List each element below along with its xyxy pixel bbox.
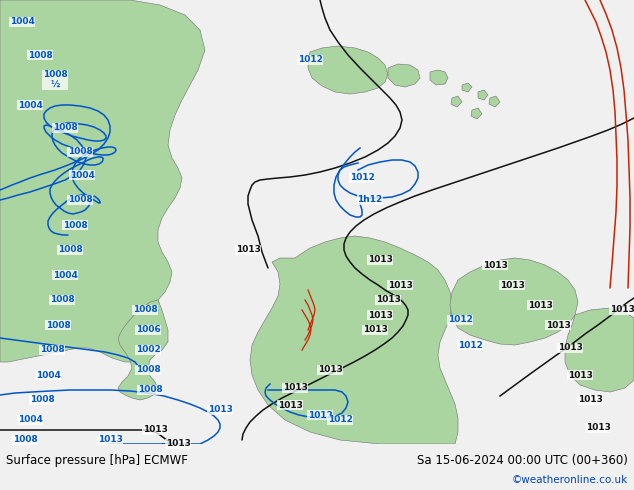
Text: 1008: 1008 [138,386,162,394]
Polygon shape [450,258,578,345]
Text: 1013: 1013 [557,343,583,352]
Text: 1013: 1013 [368,311,392,319]
Polygon shape [478,90,488,100]
Text: 1008: 1008 [13,436,37,444]
Polygon shape [388,64,420,87]
Text: 1013: 1013 [318,366,342,374]
Text: 1008: 1008 [46,320,70,329]
Text: 1006: 1006 [136,325,160,335]
Text: 1008: 1008 [63,220,87,229]
Text: 1008: 1008 [68,196,93,204]
Text: 1004: 1004 [36,370,60,379]
Text: 1013: 1013 [578,395,602,405]
Text: 1008: 1008 [30,395,55,405]
Text: 1013: 1013 [482,261,507,270]
Text: 1012: 1012 [458,341,482,349]
Text: 1013: 1013 [546,320,571,329]
Text: 1004: 1004 [53,270,77,279]
Text: 1008: 1008 [136,366,160,374]
Text: 1008: 1008 [39,345,65,354]
Text: 1008: 1008 [53,123,77,132]
Text: 1013: 1013 [143,425,167,435]
Text: 1004: 1004 [18,416,42,424]
Text: 1004: 1004 [70,171,94,179]
Text: 1013: 1013 [375,295,401,304]
Text: 1013: 1013 [586,423,611,433]
Text: ©weatheronline.co.uk: ©weatheronline.co.uk [512,475,628,485]
Text: 1008: 1008 [28,50,53,59]
Polygon shape [565,308,634,392]
Text: 1013: 1013 [387,280,413,290]
Polygon shape [471,108,482,119]
Text: 1012: 1012 [349,173,375,182]
Text: 1012: 1012 [297,55,323,65]
Text: 1013: 1013 [165,440,190,448]
Text: 1013: 1013 [363,325,387,335]
Text: 1013: 1013 [207,406,233,415]
Text: 1h12: 1h12 [358,196,383,204]
Text: 1004: 1004 [10,18,34,26]
Polygon shape [118,300,168,400]
Text: 1004: 1004 [18,100,42,109]
Text: 1012: 1012 [448,316,472,324]
Text: 1013: 1013 [609,305,634,315]
Text: 1013: 1013 [500,280,524,290]
Polygon shape [451,96,462,107]
Text: 1008: 1008 [49,295,74,304]
Text: 1013: 1013 [527,300,552,310]
Text: 1013: 1013 [278,400,302,410]
Text: 1013: 1013 [567,370,592,379]
Polygon shape [0,0,205,362]
Text: 1012: 1012 [328,416,353,424]
Text: 1008: 1008 [68,147,93,156]
Polygon shape [250,236,458,444]
Polygon shape [489,96,500,107]
Text: Sa 15-06-2024 00:00 UTC (00+360): Sa 15-06-2024 00:00 UTC (00+360) [417,454,628,466]
Text: 1008
½: 1008 ½ [42,70,67,90]
Text: 1013: 1013 [236,245,261,254]
Text: 1013: 1013 [368,255,392,265]
Text: 1008: 1008 [58,245,82,254]
Polygon shape [430,70,448,85]
Text: 1013: 1013 [283,384,307,392]
Text: 1012: 1012 [307,411,332,419]
Text: 1002: 1002 [136,345,160,354]
Text: 1008: 1008 [133,305,157,315]
Polygon shape [462,83,472,92]
Text: 1013: 1013 [98,436,122,444]
Polygon shape [308,46,388,94]
Text: Surface pressure [hPa] ECMWF: Surface pressure [hPa] ECMWF [6,454,188,466]
